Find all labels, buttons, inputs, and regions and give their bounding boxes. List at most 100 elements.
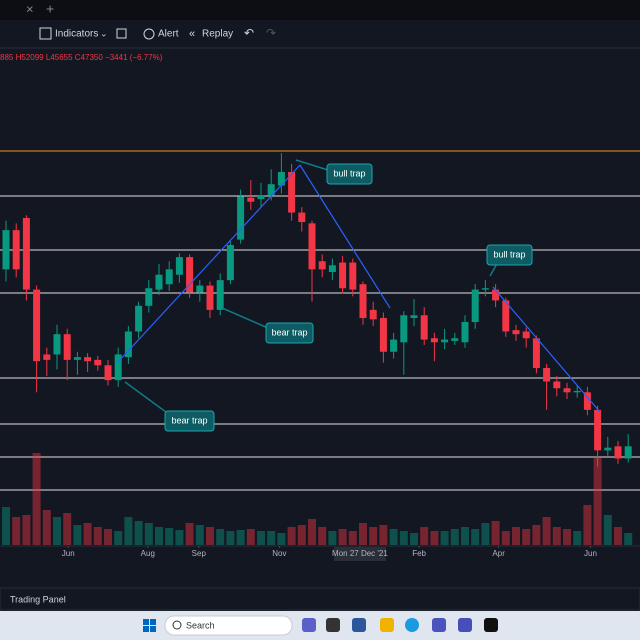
annotation: bear trap	[271, 327, 307, 337]
candle-body	[471, 289, 479, 323]
candle-body	[155, 274, 163, 290]
volume-bar	[63, 513, 72, 545]
candle-body	[53, 334, 61, 355]
volume-bar	[552, 527, 561, 545]
app-icon[interactable]	[484, 618, 498, 632]
volume-bar	[348, 531, 357, 545]
volume-bar	[420, 527, 429, 545]
volume-bar	[206, 527, 214, 545]
callout-line	[124, 381, 171, 416]
volume-bar	[563, 529, 571, 545]
volume-bar	[22, 515, 31, 545]
volume-bar	[512, 527, 520, 545]
x-tick-label: Sep	[192, 549, 207, 558]
volume-bar	[593, 457, 602, 545]
dropdown[interactable]: ⌄	[100, 28, 108, 38]
volume-bar	[501, 531, 510, 545]
app-icon[interactable]	[405, 618, 419, 632]
volume-bar	[277, 533, 286, 545]
volume-bar	[155, 527, 163, 545]
volume-bar	[430, 531, 439, 545]
candle-body	[502, 300, 510, 332]
candle-body	[339, 262, 347, 289]
candle-body	[237, 196, 245, 240]
candle-body	[604, 447, 612, 451]
search-text: Search	[186, 620, 215, 630]
candle-body	[594, 409, 602, 451]
candle-body	[206, 285, 214, 310]
volume-bar	[573, 531, 582, 545]
app-icon[interactable]	[380, 618, 394, 632]
trend-lines: bull trap bear trap bear trap bull trap	[117, 159, 601, 432]
x-tick-label: Mon 27 Dec '21	[332, 549, 388, 558]
volume-bar	[379, 525, 388, 545]
callout-box	[164, 410, 215, 432]
x-tick-label: Apr	[492, 549, 505, 558]
candle-body	[165, 269, 173, 285]
candle-body	[298, 212, 306, 223]
volume-bar	[195, 525, 204, 545]
volume-bar	[236, 530, 245, 545]
volume-bar	[287, 527, 296, 545]
candle-body	[492, 289, 500, 301]
volume-bar	[328, 531, 337, 545]
candle-body	[349, 262, 357, 290]
crosshair-label-bg	[333, 547, 386, 561]
indicators-button[interactable]: Indicators	[55, 29, 98, 40]
volume-bar	[93, 527, 102, 545]
close-tab[interactable]: ×	[26, 1, 34, 16]
volume-bar	[216, 529, 225, 545]
volume-bar	[308, 519, 316, 545]
candle-body	[267, 184, 275, 195]
start-icon[interactable]	[143, 619, 149, 625]
candle-body	[43, 354, 51, 360]
candle-body	[288, 172, 296, 213]
replay-button[interactable]: Replay	[202, 29, 233, 40]
volume-bar	[359, 523, 367, 545]
volume-bar	[440, 531, 449, 545]
layout-icon[interactable]	[116, 28, 127, 39]
app-icon[interactable]	[302, 618, 316, 632]
candle-body	[114, 354, 122, 381]
x-tick-label: Jun	[62, 549, 75, 558]
callout-line	[295, 159, 329, 171]
trading-panel[interactable]: Trading Panel	[10, 594, 66, 604]
candle-body	[451, 338, 459, 341]
new-tab[interactable]: +	[46, 1, 54, 17]
tab-bar	[0, 0, 640, 20]
trading-panel-bar	[0, 587, 640, 611]
app-icon[interactable]	[352, 618, 366, 632]
app-icon[interactable]	[458, 618, 472, 632]
alert-button[interactable]: Alert	[158, 29, 179, 40]
volume-bar	[532, 525, 541, 545]
indicators-icon	[39, 27, 52, 40]
alert-icon	[143, 28, 155, 40]
candle-body	[390, 339, 398, 352]
trend-line	[299, 164, 391, 309]
candle-body	[420, 315, 428, 340]
app-icon[interactable]	[432, 618, 446, 632]
candle-body	[624, 446, 632, 459]
candle-body	[226, 245, 234, 281]
volume-bar	[175, 530, 184, 545]
volume-bar	[624, 533, 633, 545]
candle-body	[481, 288, 489, 290]
volume-bar	[267, 531, 276, 545]
app-icon[interactable]	[326, 618, 340, 632]
search-box[interactable]	[164, 615, 293, 636]
redo[interactable]: ↷	[266, 26, 276, 40]
volume-bar	[185, 523, 194, 545]
undo[interactable]: ↶	[244, 26, 254, 40]
candle-body	[104, 365, 112, 381]
volume-bar	[542, 517, 551, 545]
replay-icon: «	[189, 28, 195, 40]
candle-body	[461, 322, 469, 343]
search-icon	[172, 620, 182, 630]
start-icon	[150, 626, 156, 632]
volume-bar	[583, 505, 592, 545]
volume-bar	[124, 517, 133, 545]
candle-body	[216, 280, 224, 310]
volume-bar	[114, 531, 123, 545]
candle-body	[308, 223, 316, 270]
candle-body	[257, 195, 265, 200]
